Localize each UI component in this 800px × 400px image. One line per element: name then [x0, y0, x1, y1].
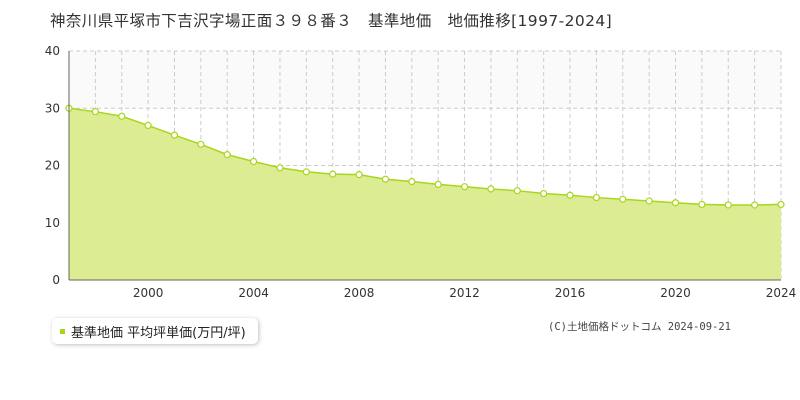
- data-point: [724, 201, 732, 209]
- data-point: [144, 121, 152, 130]
- data-point: [249, 157, 258, 166]
- y-tick-label: 10: [45, 216, 60, 230]
- x-tick-label: 2020: [660, 286, 691, 300]
- data-point: [276, 164, 284, 172]
- chart-title: 神奈川県平塚市下吉沢字場正面３９８番３ 基準地価 地価推移[1997-2024]: [50, 12, 613, 30]
- data-point: [381, 175, 390, 183]
- x-tick-label: 2000: [133, 286, 164, 300]
- data-point: [460, 183, 469, 191]
- x-axis-ticks: 2000 2004 2008 2012 2016 2020 2024: [133, 286, 796, 300]
- x-tick-label: 2024: [766, 286, 797, 300]
- data-point: [592, 193, 601, 202]
- data-point: [170, 131, 179, 139]
- data-point: [645, 197, 653, 205]
- data-point: [118, 112, 126, 120]
- data-point: [513, 187, 521, 195]
- data-point: [355, 171, 363, 179]
- series-fill: [69, 108, 781, 280]
- data-point: [434, 180, 442, 188]
- series-points: [65, 104, 785, 209]
- data-point: [408, 177, 416, 186]
- data-point: [566, 191, 574, 199]
- data-point: [223, 151, 231, 159]
- x-tick-label: 2004: [238, 286, 269, 300]
- legend-swatch: [60, 328, 65, 334]
- series-line: [68, 107, 782, 206]
- x-tick-label: 2008: [344, 286, 375, 300]
- data-point: [329, 170, 337, 178]
- axes: [68, 51, 781, 281]
- data-point: [671, 199, 680, 207]
- y-axis-ticks: 0 10 20 30 40: [45, 44, 60, 287]
- legend-label: 基準地価 平均坪単価(万円/坪): [71, 325, 246, 341]
- plot-band: [69, 51, 781, 109]
- data-point: [540, 189, 548, 198]
- credit-text: (C)土地価格ドットコム 2024-09-21: [548, 321, 732, 333]
- data-point: [91, 108, 99, 116]
- data-point: [197, 140, 205, 148]
- data-point: [619, 195, 627, 203]
- x-tick-label: 2012: [449, 286, 480, 300]
- y-tick-label: 0: [52, 273, 60, 287]
- data-point: [777, 200, 785, 209]
- data-point: [698, 200, 706, 209]
- y-tick-label: 20: [45, 159, 60, 173]
- data-point: [751, 201, 759, 209]
- y-tick-label: 30: [45, 101, 60, 115]
- x-tick-label: 2016: [555, 286, 586, 300]
- series-area: [68, 107, 782, 280]
- data-point: [487, 185, 495, 193]
- data-point: [302, 168, 310, 176]
- y-tick-label: 40: [45, 44, 60, 58]
- legend: 基準地価 平均坪単価(万円/坪): [52, 318, 258, 344]
